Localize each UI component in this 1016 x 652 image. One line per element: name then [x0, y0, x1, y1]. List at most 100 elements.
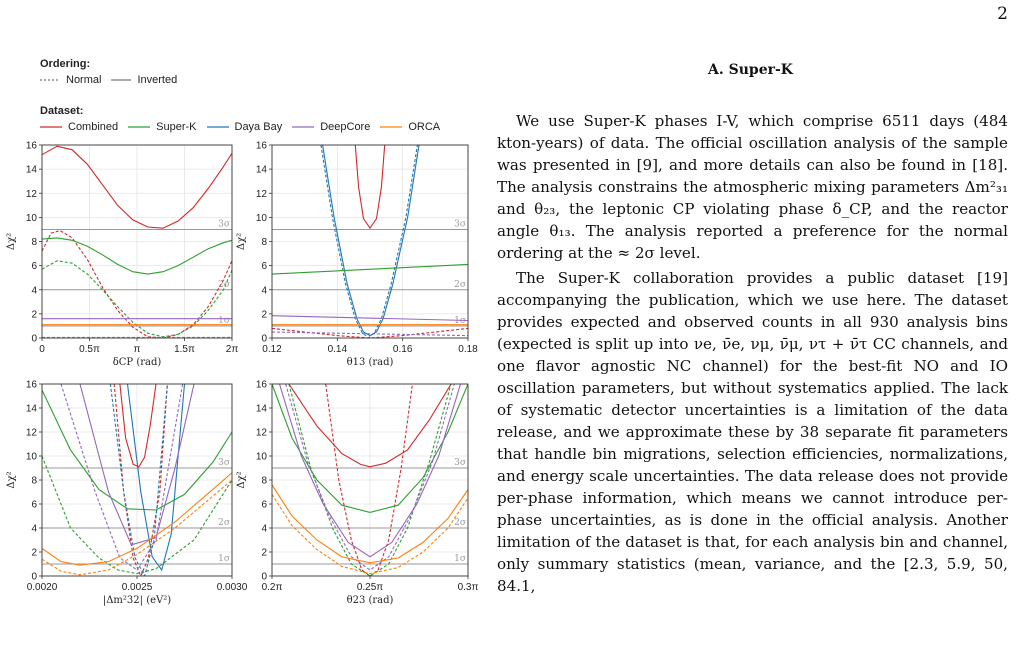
- ytick-label: 4: [261, 285, 267, 296]
- xtick-label: 0.0020: [27, 582, 58, 593]
- xtick-label: 0.16: [393, 344, 413, 355]
- series-combined-inverted: [42, 145, 232, 229]
- xtick-label: 0: [39, 344, 45, 355]
- series-super-k-inverted: [42, 237, 232, 275]
- ytick-label: 0: [261, 572, 267, 583]
- ytick-label: 14: [26, 165, 38, 176]
- legend-swatch-daya-bay: [206, 126, 229, 128]
- ytick-label: 16: [256, 141, 268, 152]
- xtick-label: 0.3π: [458, 582, 479, 593]
- series-deepcore-normal: [60, 384, 184, 571]
- sigma-label: 2σ: [454, 518, 466, 528]
- x-axis-label: θ23 (rad): [347, 595, 394, 606]
- paragraph-2: The Super-K collaboration provides a pub…: [497, 269, 1008, 595]
- series-group: [42, 384, 232, 576]
- series-deepcore-inverted: [272, 315, 468, 322]
- legend-label-combined: Combined: [68, 121, 119, 133]
- sigma-label: 2σ: [218, 518, 230, 528]
- series-deepcore-normal: [272, 331, 468, 337]
- dataset-items: Combined Super-K Daya Bay DeepCore ORCA: [40, 121, 440, 133]
- ytick-label: 2: [31, 548, 37, 559]
- chart-panel-2: 0 2 4 6 8 10 12 14 16 0.12 0.14 0.16 0.18 1σ 2σ 3σ θ13 (…: [236, 141, 478, 369]
- sigma-label: 1σ: [454, 316, 466, 326]
- ytick-label: 8: [31, 476, 37, 487]
- xtick-label: 0.0030: [217, 582, 248, 593]
- series-combined-inverted: [288, 384, 452, 468]
- ytick-label: 4: [31, 285, 37, 296]
- ytick-label: 0: [31, 334, 37, 345]
- ytick-label: 8: [31, 237, 37, 248]
- series-orca-normal: [42, 479, 232, 576]
- legend-swatch-super-k: [128, 126, 151, 128]
- ytick-label: 8: [261, 476, 267, 487]
- series-super-k-inverted: [42, 389, 232, 511]
- paragraph-1: We use Super-K phases I-V, which compris…: [497, 112, 1008, 262]
- xtick-label: 1.5π: [174, 344, 195, 355]
- ytick-label: 6: [31, 500, 37, 511]
- ytick-label: 16: [26, 380, 38, 391]
- series-daya-bay-normal: [109, 384, 168, 576]
- sigma-label: 1σ: [454, 554, 466, 564]
- series-super-k-normal: [288, 384, 452, 576]
- chart-panel-4: 0 2 4 6 8 10 12 14 16 0.2π 0.25π 0.3π 1σ 2σ 3σ θ23 (rad…: [236, 380, 478, 607]
- plot-frame: [271, 144, 469, 339]
- dataset-legend: Dataset: Combined Super-K Daya Bay DeepCore…: [40, 105, 440, 133]
- ytick-label: 10: [256, 452, 268, 463]
- plot-frame: [41, 144, 233, 339]
- ytick-label: 4: [261, 524, 267, 535]
- ytick-label: 2: [261, 548, 267, 559]
- plot-frame: [271, 383, 469, 577]
- ordering-legend: Ordering: Normal Inverted: [40, 58, 177, 86]
- xtick-label: 0.14: [328, 344, 348, 355]
- xtick-label: π: [134, 344, 141, 355]
- sigma-label: 3σ: [454, 458, 466, 468]
- series-group: [272, 145, 468, 338]
- ytick-label: 12: [26, 428, 38, 439]
- y-axis-label: Δχ²: [6, 233, 17, 250]
- plot-frame: [41, 383, 233, 577]
- ytick-label: 4: [31, 524, 37, 535]
- series-orca-inverted: [42, 472, 232, 566]
- series-super-k-inverted: [272, 263, 468, 275]
- chart-panel-3: 0 2 4 6 8 10 12 14 16 0.0020 0.0025 0.0030 1σ 2σ 3σ |Δm…: [6, 380, 248, 607]
- series-deepcore-inverted: [278, 384, 462, 558]
- legend-label-deepcore: DeepCore: [320, 121, 371, 133]
- series-deepcore-normal: [285, 384, 455, 571]
- page-number: 2: [997, 4, 1008, 24]
- ytick-label: 6: [261, 500, 267, 511]
- ytick-label: 16: [26, 141, 38, 152]
- series-combined-normal: [325, 384, 413, 576]
- series-deepcore-inverted: [79, 384, 195, 546]
- ytick-label: 2: [261, 309, 267, 320]
- ytick-label: 10: [26, 452, 38, 463]
- series-combined-inverted: [354, 145, 386, 230]
- ytick-label: 6: [261, 261, 267, 272]
- dataset-header: Dataset:: [40, 105, 84, 117]
- series-combined-normal: [42, 230, 232, 338]
- xtick-label: 2π: [226, 344, 239, 355]
- sigma-label: 3σ: [218, 458, 230, 468]
- ytick-label: 12: [26, 189, 38, 200]
- ytick-label: 0: [261, 334, 267, 345]
- xtick-label: 0.0025: [122, 582, 153, 593]
- series-super-k-normal: [42, 260, 232, 338]
- ytick-label: 12: [256, 428, 268, 439]
- xtick-label: 0.18: [458, 344, 478, 355]
- xtick-label: 0.5π: [79, 344, 100, 355]
- y-axis-label: Δχ²: [6, 471, 17, 488]
- series-daya-bay-inverted: [126, 384, 186, 572]
- legend-label-orca: ORCA: [408, 121, 441, 133]
- sigma-label: 2σ: [454, 280, 466, 290]
- series-combined-normal: [272, 327, 468, 338]
- xtick-label: 0.2π: [262, 582, 283, 593]
- y-axis-label: Δχ²: [236, 471, 247, 488]
- ytick-label: 6: [31, 261, 37, 272]
- xtick-label: 0.12: [262, 344, 282, 355]
- sigma-label: 1σ: [218, 316, 230, 326]
- series-combined-inverted: [119, 384, 157, 468]
- ytick-label: 14: [256, 165, 268, 176]
- ytick-label: 10: [26, 213, 38, 224]
- sigma-label: 3σ: [454, 219, 466, 229]
- ytick-label: 16: [256, 380, 268, 391]
- normal-dotted-line-icon: [40, 79, 60, 81]
